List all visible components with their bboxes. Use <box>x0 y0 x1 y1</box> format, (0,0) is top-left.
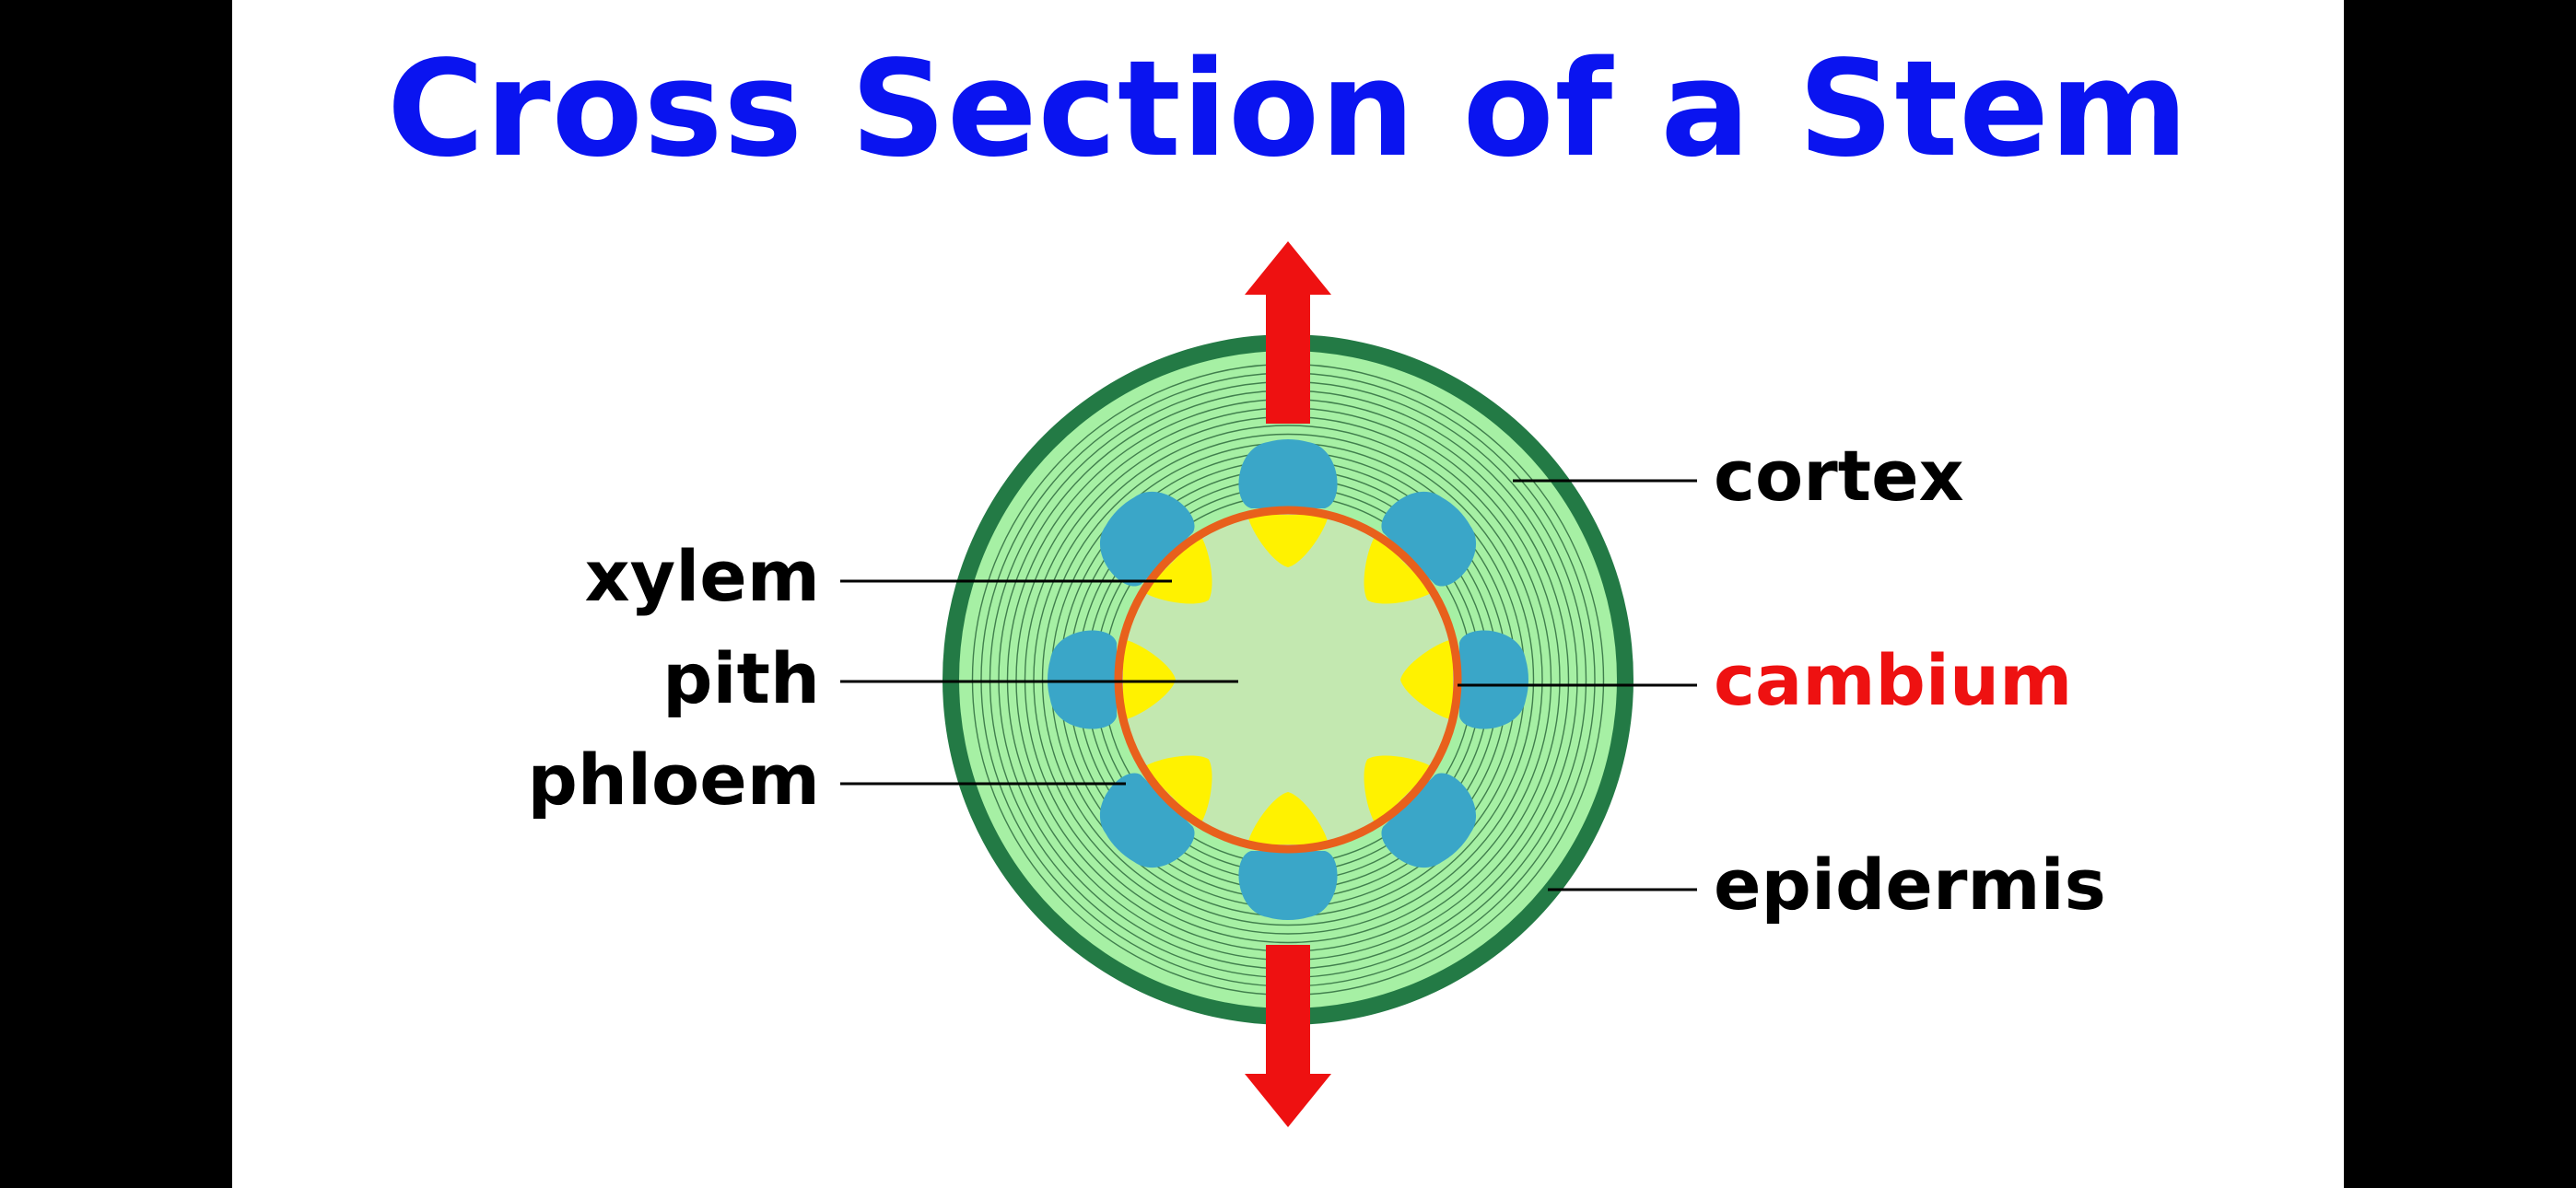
phloem-bundle <box>1381 773 1477 868</box>
stem-cross-section-diagram: Cross Section of a Stem <box>387 31 2189 1127</box>
phloem-bundle <box>1238 439 1338 508</box>
xylem-bundle <box>1247 515 1329 567</box>
cortex-ring-line <box>1041 433 1535 926</box>
phloem-bundle <box>1099 773 1195 868</box>
phloem-bundle <box>1238 851 1338 920</box>
xylem-bundle <box>1364 534 1434 604</box>
xylem-label: xylem <box>585 535 820 617</box>
xylem-bundle <box>1123 639 1176 720</box>
cortex-label: cortex <box>1714 435 1964 517</box>
slide-panel: Cross Section of a Stem <box>232 0 2344 1188</box>
phloem-bundle <box>1099 491 1195 587</box>
pith-label: pith <box>662 637 820 719</box>
page-title: Cross Section of a Stem <box>387 31 2189 186</box>
xylem-bundle <box>1247 792 1329 844</box>
cambium-ring <box>1114 506 1462 854</box>
xylem-bundle <box>1142 755 1212 825</box>
xylem-bundle <box>1400 639 1453 720</box>
phloem-bundle <box>1048 630 1117 729</box>
phloem-bundles <box>1048 439 1528 920</box>
phloem-bundle <box>1381 491 1477 587</box>
up-arrow-icon <box>1245 241 1331 424</box>
cortex-ring-line <box>1033 425 1543 935</box>
xylem-bundles <box>1123 515 1453 844</box>
xylem-bundle <box>1364 755 1434 825</box>
phloem-bundle <box>1459 630 1528 729</box>
cambium-label: cambium <box>1714 639 2072 721</box>
down-arrow-icon <box>1245 945 1331 1127</box>
phloem-label: phloem <box>527 739 820 821</box>
epidermis-label: epidermis <box>1714 844 2106 926</box>
xylem-bundle <box>1142 534 1212 604</box>
